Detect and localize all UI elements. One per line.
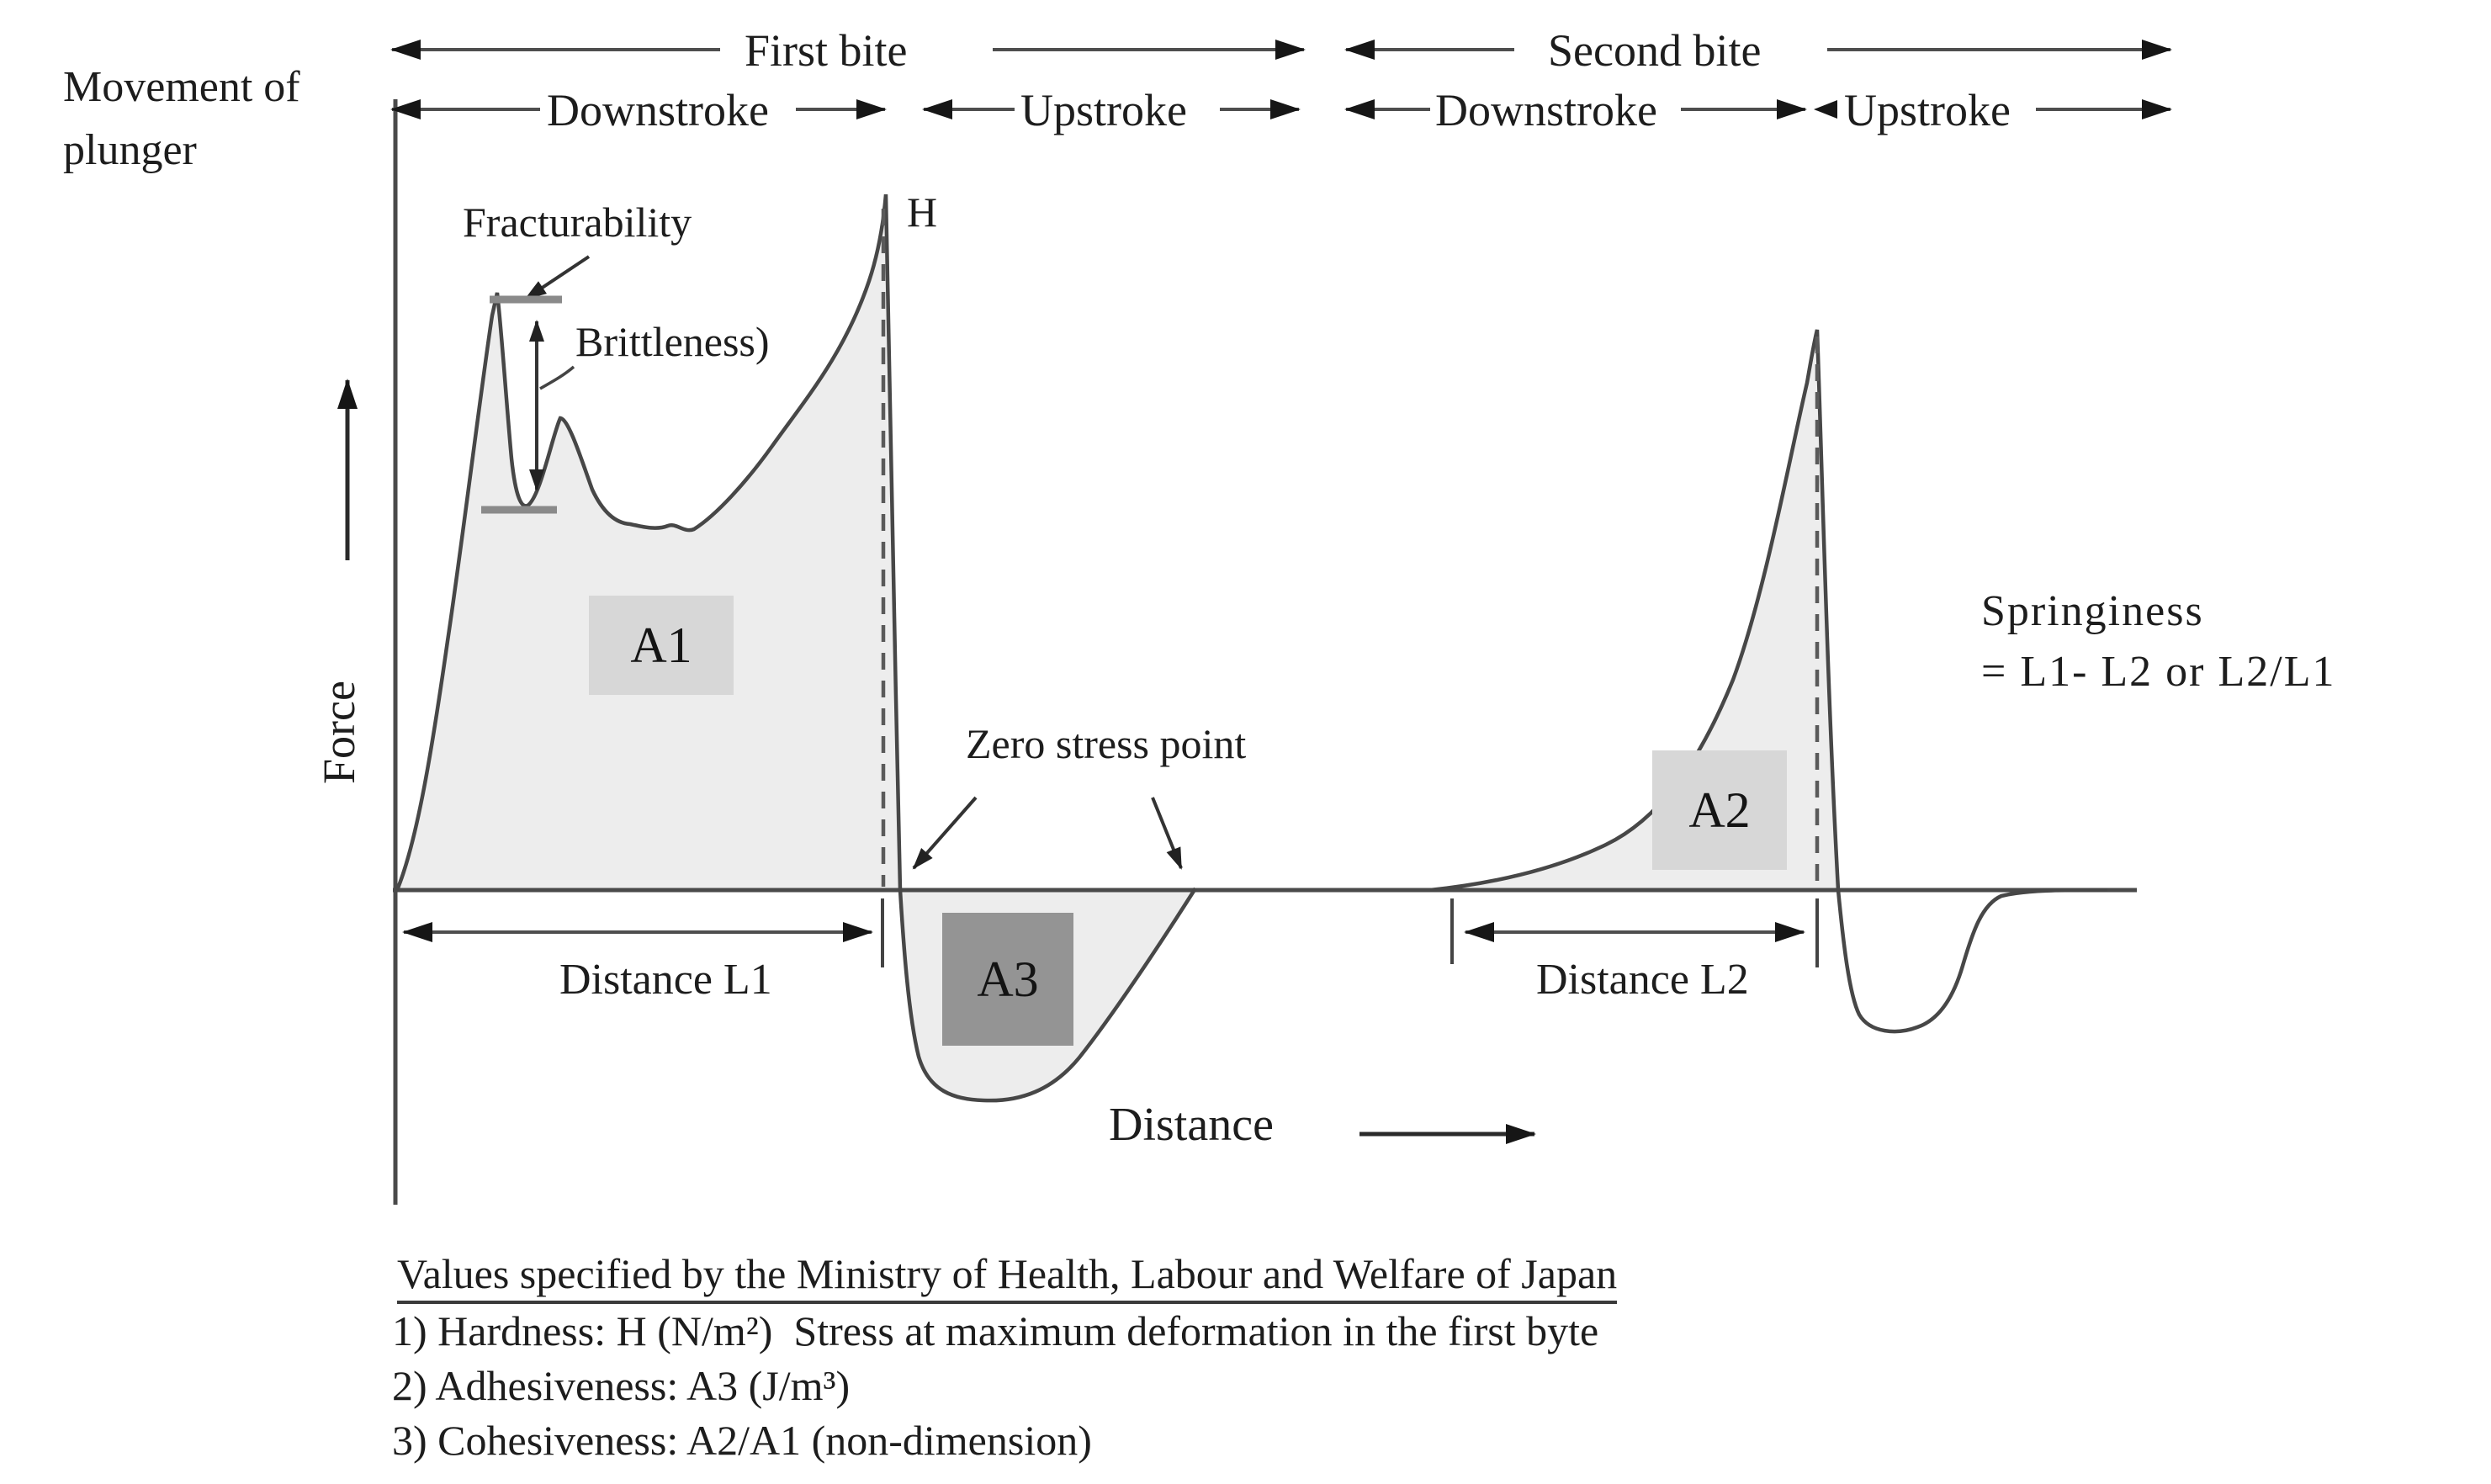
downstroke2-label: Downstroke: [1435, 85, 1657, 135]
area-a1-box: A1: [589, 596, 734, 695]
area-a3-box: A3: [942, 913, 1073, 1046]
first-bite-area-fill: [397, 194, 900, 890]
force-axis-label: Force: [314, 681, 364, 784]
first-bite-label: First bite: [745, 25, 908, 76]
footnote-title: Values specified by the Ministry of Heal…: [397, 1250, 1618, 1304]
area-a1-label: A1: [630, 617, 692, 673]
springiness-label-line2: = L1- L2 or L2/L1: [1981, 648, 2336, 696]
distance-l2-label: Distance L2: [1536, 956, 1749, 1004]
area-a2-box: A2: [1652, 750, 1787, 870]
first-bite-curve: [395, 193, 1197, 1103]
second-bite-area-fill: [1430, 330, 1838, 890]
distance-axis-label: Distance: [1109, 1099, 1274, 1151]
area-a2-label: A2: [1688, 782, 1751, 838]
fracturability-label: Fracturability: [463, 199, 692, 246]
downstroke1-label: Downstroke: [547, 85, 769, 135]
plunger-label-line2: plunger: [63, 126, 197, 175]
plunger-label-line1: Movement of: [63, 63, 300, 111]
plunger-label: Movement of plunger: [63, 56, 300, 183]
zero-stress-arrow-right: [1151, 797, 1183, 870]
footnote-item-adhesiveness: 2) Adhesiveness: A3 (J/m³): [392, 1362, 851, 1409]
area-a3-label: A3: [977, 951, 1039, 1007]
zero-stress-arrow-left: [912, 796, 978, 870]
upstroke2-arrowhead-left-icon: [1814, 100, 1837, 119]
second-bite-label: Second bite: [1548, 25, 1762, 76]
fracturability-arrow: [524, 255, 591, 300]
footnote-item-hardness: 1) Hardness: H (N/m²) Stress at maximum …: [392, 1307, 1599, 1354]
springiness-label-line1: Springiness: [1981, 587, 2204, 635]
footnote-item-cohesiveness: 3) Cohesiveness: A2/A1 (non-dimension): [392, 1417, 1092, 1464]
distance-l1-label: Distance L1: [559, 956, 772, 1004]
zero-stress-label: Zero stress point: [966, 720, 1247, 767]
footnote-title-text: Values specified by the Ministry of Heal…: [397, 1250, 1618, 1304]
upstroke2-label: Upstroke: [1844, 85, 2011, 135]
brittleness-label: Brittleness): [575, 318, 770, 365]
upstroke1-label: Upstroke: [1020, 85, 1187, 135]
hardness-peak-label: H: [907, 188, 938, 236]
brittleness-connector-line: [539, 365, 575, 390]
